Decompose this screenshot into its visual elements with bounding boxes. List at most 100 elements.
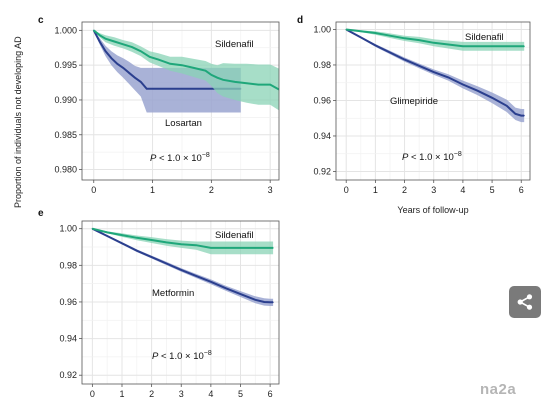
series-sildenafil: [91, 227, 274, 255]
share-button[interactable]: [509, 286, 541, 318]
x-tick-label: 1: [119, 389, 124, 399]
data-point-sildenafil: [204, 70, 207, 72]
data-point-sildenafil: [476, 45, 479, 47]
data-point-sildenafil: [140, 50, 142, 52]
data-point-losartan: [151, 88, 154, 90]
data-point-sildenafil: [113, 40, 115, 43]
x-tick-label: 0: [90, 389, 95, 399]
data-point-sildenafil: [99, 34, 101, 36]
survival-line-sildenafil: [346, 28, 525, 48]
data-point-sildenafil: [523, 45, 525, 47]
data-point-sildenafil: [210, 74, 212, 76]
x-axis-label: Years of follow-up: [397, 205, 468, 215]
data-point-glimepiride: [476, 90, 479, 92]
panel-d: 0 1 2 3 4 5 6 1.00 0.98 0.96 0.94 0.92 d Sildenafil Gl…: [297, 15, 531, 215]
y-tick-label: 0.985: [54, 130, 77, 140]
data-point-glimepiride: [520, 114, 522, 117]
series-sildenafil: [93, 29, 279, 111]
data-point-sildenafil: [181, 64, 183, 66]
data-point-metformin: [263, 301, 265, 303]
data-point-losartan: [210, 88, 212, 90]
watermark-logo: na2a: [480, 381, 517, 398]
data-point-sildenafil: [131, 46, 133, 48]
x-tick-label: 5: [238, 389, 243, 399]
data-point-sildenafil: [157, 58, 160, 61]
x-tick-label: 4: [460, 185, 465, 195]
y-tick-label: 0.98: [59, 260, 77, 270]
series-label-metformin: Metformin: [152, 288, 194, 299]
data-point-sildenafil: [491, 45, 493, 47]
data-point-glimepiride: [360, 36, 362, 39]
data-point-sildenafil: [246, 82, 248, 84]
y-tick-label: 1.00: [59, 224, 77, 234]
data-point-glimepiride: [374, 44, 376, 47]
data-point-sildenafil: [122, 43, 124, 45]
x-tick-label: 4: [208, 389, 213, 399]
data-point-sildenafil: [149, 56, 151, 58]
data-point-losartan: [99, 40, 101, 43]
series-label-glimepiride: Glimepiride: [390, 96, 438, 107]
panel-c: 0 1 2 3 1.000 0.995 0.990 0.985 0.980 c Sildenafil…: [38, 15, 280, 195]
y-tick-label: 1.000: [54, 25, 77, 35]
data-point-glimepiride: [433, 71, 435, 73]
data-point-sildenafil: [151, 239, 153, 241]
y-tick-label: 0.96: [313, 95, 331, 105]
data-point-sildenafil: [106, 231, 108, 233]
y-tick-label: 0.990: [54, 95, 77, 105]
data-point-sildenafil: [269, 247, 271, 249]
y-tick-label: 0.92: [59, 370, 77, 380]
data-point-sildenafil: [91, 228, 93, 230]
data-point-metformin: [225, 287, 227, 289]
data-point-metformin: [180, 269, 182, 271]
data-point-sildenafil: [222, 79, 224, 81]
data-point-sildenafil: [447, 43, 449, 46]
data-point-glimepiride: [514, 113, 517, 115]
series-metformin: [91, 227, 274, 306]
data-point-sildenafil: [104, 38, 107, 40]
data-point-metformin: [254, 299, 256, 301]
data-point-sildenafil: [418, 39, 420, 41]
x-tick-label: 0: [91, 185, 96, 195]
data-point-sildenafil: [272, 247, 274, 249]
data-point-sildenafil: [136, 237, 138, 239]
data-point-sildenafil: [169, 63, 171, 65]
confidence-band-losartan: [93, 30, 241, 113]
p-value-annotation: P < 1.0 × 10−8: [152, 350, 212, 362]
data-point-sildenafil: [193, 67, 195, 69]
panel-letter: d: [297, 15, 303, 26]
data-point-losartan: [134, 77, 136, 79]
data-point-losartan: [140, 81, 142, 83]
plot-frame: [81, 21, 280, 181]
data-point-sildenafil: [374, 32, 376, 34]
survival-line-sildenafil: [92, 227, 274, 249]
data-point-losartan: [146, 88, 148, 90]
data-point-glimepiride: [447, 76, 449, 78]
data-point-metformin: [269, 301, 271, 303]
data-point-sildenafil: [269, 84, 271, 86]
data-point-sildenafil: [121, 234, 123, 236]
data-point-sildenafil: [520, 45, 522, 47]
x-tick-label: 1: [373, 185, 378, 195]
y-tick-label: 0.94: [313, 131, 331, 141]
x-tick-label: 5: [490, 185, 495, 195]
y-tick-label: 0.96: [59, 297, 77, 307]
data-point-sildenafil: [225, 247, 227, 249]
data-point-sildenafil: [403, 37, 406, 39]
data-point-glimepiride: [389, 51, 391, 54]
x-tick-label: 6: [268, 389, 273, 399]
data-point-sildenafil: [210, 247, 212, 249]
data-point-sildenafil: [195, 244, 197, 246]
confidence-band-metformin: [92, 228, 274, 306]
y-tick-label: 0.94: [59, 334, 77, 344]
plot-frame: [81, 220, 280, 385]
data-point-sildenafil: [234, 81, 236, 83]
data-point-sildenafil: [239, 247, 242, 249]
panel-letter: e: [38, 208, 44, 219]
x-tick-label: 3: [268, 185, 273, 195]
data-point-losartan: [116, 63, 118, 65]
series-sildenafil: [345, 28, 525, 51]
data-point-glimepiride: [462, 83, 464, 86]
x-tick-label: 2: [209, 185, 214, 195]
data-point-glimepiride: [403, 59, 406, 61]
x-tick-label: 3: [179, 389, 184, 399]
